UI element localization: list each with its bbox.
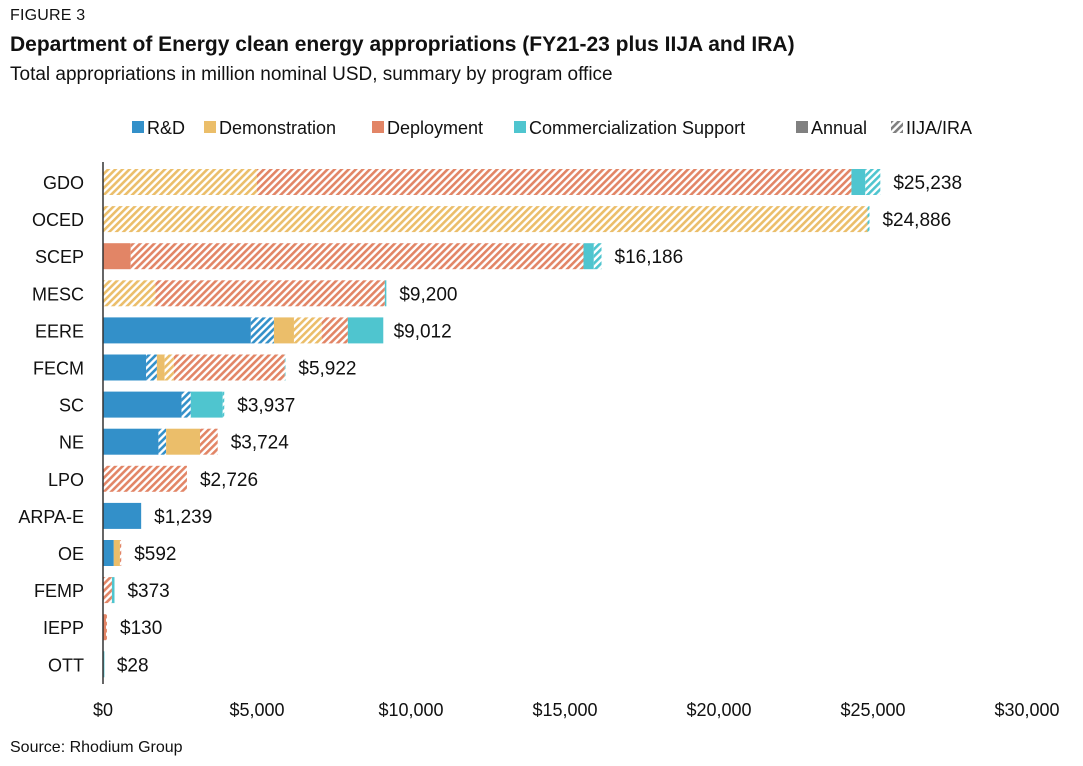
legend-label-iija-ira: IIJA/IRA [906, 118, 972, 138]
category-label-oe: OE [58, 544, 84, 564]
bar-fecm-demo-annual [156, 354, 165, 381]
bar-fecm-comm-iija-ira [284, 354, 286, 381]
legend-swatch-r-d [132, 121, 144, 133]
bar-scep-comm-annual [583, 243, 594, 270]
bar-scep-comm-iija-ira [593, 243, 602, 270]
x-tick-label: $5,000 [229, 700, 284, 720]
chart-legend: R&D Demonstration Deployment Commercializat… [132, 118, 972, 138]
bar-oced-comm-iija-ira [867, 206, 870, 233]
bar-gdo-comm-annual [851, 169, 866, 195]
total-label-ott: $28 [117, 655, 149, 676]
bar-femp-deploy-iija-ira [103, 577, 112, 604]
bars-group: GDO $25,238 OCED $24,886 SCEP $16,186 MESC $9,2… [18, 169, 962, 678]
bar-oced-demo-iija-ira [103, 206, 868, 233]
figure-label: FIGURE 3 [10, 7, 86, 24]
x-tick-label: $15,000 [532, 700, 597, 720]
bar-gdo-comm-iija-ira [865, 169, 881, 195]
bar-arpa-e-rd-annual [103, 502, 142, 529]
category-label-arpa-e: ARPA-E [18, 507, 84, 527]
bar-mesc-demo-iija-ira [103, 280, 156, 307]
bar-eere-rd-annual [103, 317, 251, 344]
total-label-oe: $592 [134, 544, 176, 565]
bar-lpo-deploy-iija-ira [103, 465, 187, 492]
bar-eere-deploy-iija-ira [321, 317, 348, 344]
legend-label-deployment: Deployment [387, 118, 483, 138]
bar-oe-deploy-iija-ira [119, 540, 122, 566]
bar-ott-comm-annual [103, 651, 105, 678]
legend-swatch-commercialization-support [514, 121, 526, 133]
x-tick-label: $20,000 [686, 700, 751, 720]
total-label-scep: $16,186 [615, 247, 684, 268]
legend-swatch-deployment [372, 121, 384, 133]
x-tick-label: $10,000 [378, 700, 443, 720]
bar-ne-rd-iija-ira [158, 428, 167, 455]
chart-title: Department of Energy clean energy approp… [10, 33, 795, 56]
bar-scep-deploy-annual [103, 243, 131, 270]
bar-ne-deploy-iija-ira [200, 428, 218, 455]
total-label-fecm: $5,922 [298, 359, 356, 380]
category-label-ne: NE [59, 433, 84, 453]
bar-fecm-demo-iija-ira [164, 354, 174, 381]
category-label-femp: FEMP [34, 581, 84, 601]
bar-ne-rd-annual [103, 428, 159, 455]
source-note: Source: Rhodium Group [10, 739, 183, 756]
legend-label-annual: Annual [811, 118, 867, 138]
axes-group: $0 $5,000 $10,000 $15,000 $20,000 $25,000 $30,… [93, 162, 1060, 720]
bar-fecm-rd-iija-ira [146, 354, 157, 381]
category-label-scep: SCEP [35, 247, 84, 267]
legend-label-r-d: R&D [147, 118, 185, 138]
bar-sc-rd-iija-ira [181, 391, 191, 418]
bar-fecm-deploy-iija-ira [173, 354, 285, 381]
x-tick-label: $30,000 [994, 700, 1059, 720]
bar-fecm-rd-annual [103, 354, 147, 381]
bar-sc-comm-iija-ira [222, 391, 225, 418]
bar-mesc-comm-annual [384, 280, 387, 307]
legend-swatch-iija-ira [891, 121, 903, 133]
category-label-eere: EERE [35, 321, 84, 341]
bar-mesc-deploy-iija-ira [155, 280, 385, 307]
bar-gdo-demo-iija-ira [103, 169, 257, 195]
total-label-lpo: $2,726 [200, 470, 258, 491]
category-label-fecm: FECM [33, 359, 84, 379]
bar-oe-demo-annual [113, 540, 120, 566]
category-label-sc: SC [59, 396, 84, 416]
legend-label-commercialization-support: Commercialization Support [529, 118, 745, 138]
bar-sc-rd-annual [103, 391, 182, 418]
bar-iepp-deploy-iija-ira [106, 614, 108, 641]
legend-label-demonstration: Demonstration [219, 118, 336, 138]
category-label-ott: OTT [48, 655, 84, 675]
chart-subtitle: Total appropriations in million nominal … [10, 64, 613, 85]
category-label-mesc: MESC [32, 284, 84, 304]
bar-ne-demo-annual [166, 428, 201, 455]
category-label-oced: OCED [32, 210, 84, 230]
bar-eere-demo-iija-ira [293, 317, 322, 344]
total-label-oced: $24,886 [882, 210, 951, 231]
total-label-arpa-e: $1,239 [154, 507, 212, 528]
total-label-mesc: $9,200 [399, 284, 457, 305]
total-label-sc: $3,937 [237, 396, 295, 417]
legend-swatch-demonstration [204, 121, 216, 133]
total-label-iepp: $130 [120, 618, 162, 639]
category-label-gdo: GDO [43, 173, 84, 193]
bar-eere-rd-iija-ira [250, 317, 274, 344]
bar-sc-comm-annual [190, 391, 223, 418]
bar-femp-comm-annual [111, 577, 115, 604]
bar-oe-rd-annual [103, 540, 114, 566]
total-label-femp: $373 [127, 581, 169, 602]
total-label-ne: $3,724 [231, 433, 290, 454]
legend-swatch-annual [796, 121, 808, 133]
bar-eere-demo-annual [273, 317, 294, 344]
bar-eere-comm-annual [347, 317, 384, 344]
x-tick-label: $0 [93, 700, 113, 720]
total-label-gdo: $25,238 [893, 173, 962, 194]
category-label-lpo: LPO [48, 470, 84, 490]
category-label-iepp: IEPP [43, 618, 84, 638]
bar-iepp-deploy-annual [103, 614, 107, 641]
x-tick-label: $25,000 [840, 700, 905, 720]
total-label-eere: $9,012 [394, 321, 452, 342]
bar-scep-deploy-iija-ira [130, 243, 584, 270]
bar-gdo-deploy-iija-ira [257, 169, 852, 195]
